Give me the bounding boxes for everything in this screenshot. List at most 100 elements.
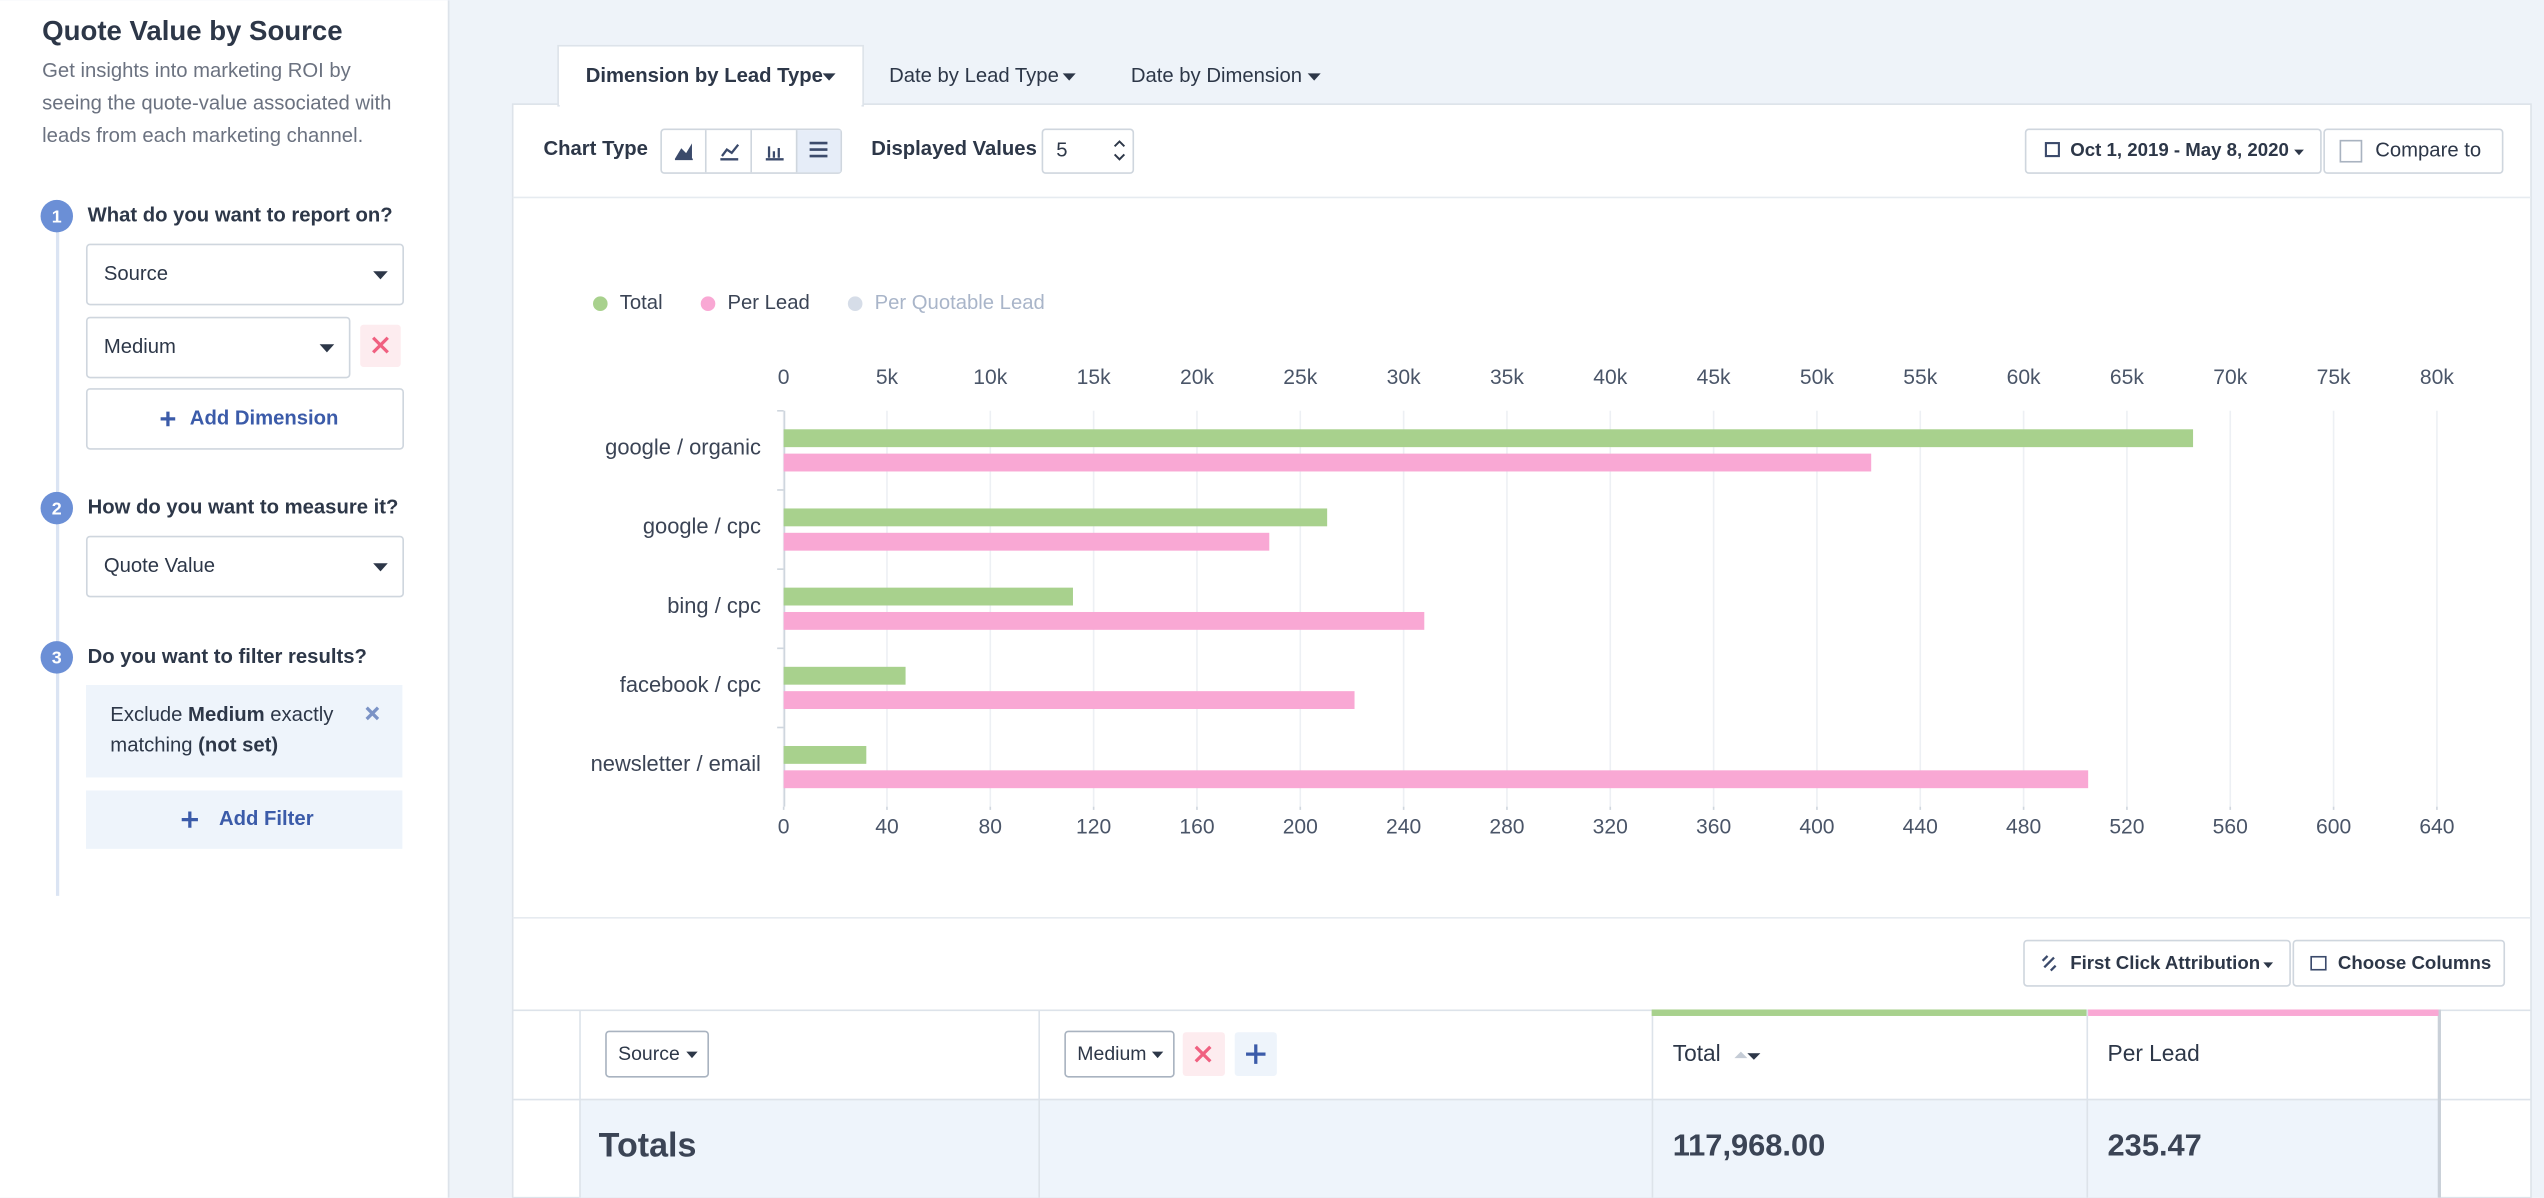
- attribution-button[interactable]: First Click Attribution: [2023, 939, 2291, 987]
- step-label: Do you want to filter results?: [88, 646, 367, 668]
- remove-filter[interactable]: [365, 706, 380, 721]
- step-label: What do you want to report on?: [88, 204, 393, 226]
- sort-icon: [1747, 1053, 1761, 1060]
- x2-tick-label: 640: [2419, 815, 2454, 838]
- step-number: 1: [52, 206, 62, 226]
- bar: [783, 770, 2089, 789]
- totals-label: Totals: [599, 1126, 697, 1164]
- dimension-select[interactable]: Source: [85, 243, 404, 306]
- add-dimension[interactable]: Add Dimension: [85, 388, 404, 450]
- tab-label: Date by Lead Type: [889, 65, 1059, 87]
- x-tick-label: 70k: [2213, 366, 2247, 389]
- date-range[interactable]: Oct 1, 2019 - May 8, 2020: [2024, 128, 2322, 174]
- x2-tick-label: 560: [2213, 815, 2248, 838]
- x2-tick-label: 440: [1903, 815, 1938, 838]
- legend-dot: [700, 296, 716, 312]
- select-value: Medium: [1077, 1043, 1146, 1065]
- x2-tick-label: 0: [778, 815, 790, 838]
- x-tick-label: 20k: [1180, 366, 1214, 389]
- select-value: Quote Value: [104, 555, 215, 577]
- bar: [783, 429, 2194, 448]
- x-tick-label: 30k: [1387, 366, 1421, 389]
- sidebar-title: Quote Value by Source: [42, 15, 342, 46]
- add-filter[interactable]: Add Filter: [85, 790, 403, 849]
- x2-tick-label: 320: [1593, 815, 1628, 838]
- bar: [783, 532, 1270, 551]
- toolbar-label: Chart Type: [544, 138, 648, 160]
- x-tick-label: 0: [778, 366, 790, 389]
- chart-type-buttons[interactable]: [660, 128, 843, 174]
- date-label: Oct 1, 2019 - May 8, 2020: [2070, 139, 2289, 160]
- x-tick-label: 40k: [1593, 366, 1627, 389]
- column-lines: [579, 1009, 2441, 1198]
- totals-value: 235.47: [2108, 1128, 2202, 1163]
- description: seeing the quote-value associated with: [42, 93, 391, 115]
- x2-tick-label: 200: [1283, 815, 1318, 838]
- add-column[interactable]: [1234, 1032, 1277, 1076]
- input-value: 5: [1056, 140, 1067, 162]
- x2-tick-label: 120: [1076, 815, 1111, 838]
- y-tick-label: bing / cpc: [667, 593, 761, 618]
- legend-label: Total: [620, 292, 663, 314]
- dimension-select[interactable]: Medium: [85, 316, 351, 379]
- filter-text: matching (not set): [110, 735, 278, 757]
- bar: [783, 508, 1328, 527]
- x2-tick-label: 400: [1799, 815, 1834, 838]
- x2-tick-label: 280: [1489, 815, 1524, 838]
- step-badge: [40, 641, 74, 674]
- columns-button[interactable]: Choose Columns: [2292, 939, 2506, 987]
- step-label: How do you want to measure it?: [88, 497, 399, 519]
- compare-to[interactable]: Compare to: [2323, 128, 2504, 174]
- select-value: Source: [104, 263, 168, 285]
- bar: [783, 745, 867, 764]
- x-tick-label: 75k: [2317, 366, 2351, 389]
- legend-dot: [593, 296, 608, 312]
- y-tick-label: google / cpc: [643, 514, 761, 539]
- x-tick-label: 5k: [876, 366, 899, 389]
- x2-tick-label: 160: [1179, 815, 1214, 838]
- x-tick-label: 35k: [1490, 366, 1524, 389]
- column-header[interactable]: Per Lead: [2108, 1040, 2200, 1066]
- tab[interactable]: Date by Lead Type: [889, 65, 1076, 87]
- filter-word: exactly: [270, 704, 334, 726]
- step-badge: [40, 491, 74, 525]
- x2-tick-label: 360: [1696, 815, 1731, 838]
- x2-tick-label: 520: [2109, 815, 2144, 838]
- legend-label: Per Lead: [727, 292, 809, 314]
- displayed-values-input[interactable]: 5: [1041, 128, 1135, 174]
- description: leads from each marketing channel.: [42, 125, 363, 147]
- table-select[interactable]: Medium: [1064, 1030, 1175, 1078]
- button-label: Add Filter: [219, 808, 314, 830]
- x2-tick-label: 240: [1386, 815, 1421, 838]
- panel: [511, 103, 2532, 1198]
- totals-row: [579, 1098, 2439, 1198]
- filter-word: (not set): [198, 735, 278, 757]
- bar: [783, 453, 1872, 472]
- table-select[interactable]: Source: [605, 1030, 710, 1078]
- sidebar: [0, 0, 448, 1198]
- remove-dimension[interactable]: [360, 324, 401, 367]
- measure-select[interactable]: Quote Value: [85, 535, 404, 598]
- x-tick-label: 45k: [1697, 366, 1731, 389]
- tab[interactable]: Dimension by Lead Type: [557, 44, 864, 108]
- compare-label: Compare to: [2375, 140, 2481, 162]
- filter-word: Exclude: [110, 704, 182, 726]
- button-label: Add Dimension: [190, 407, 339, 429]
- step-badge: [40, 199, 74, 233]
- column-color: [1651, 1009, 2087, 1016]
- x-tick-label: 60k: [2007, 366, 2041, 389]
- remove-column[interactable]: [1182, 1032, 1225, 1076]
- toolbar-label: Displayed Values: [871, 138, 1037, 160]
- x2-tick-label: 600: [2316, 815, 2351, 838]
- y-tick-label: facebook / cpc: [620, 672, 761, 697]
- step-number: 2: [52, 498, 62, 518]
- x-tick-label: 50k: [1800, 366, 1834, 389]
- tab[interactable]: Date by Dimension: [1131, 65, 1321, 87]
- filter-word: Medium: [188, 704, 265, 726]
- step: 1 What do you want to report on? 2 How d…: [40, 199, 399, 674]
- column-header[interactable]: Total: [1673, 1040, 1721, 1066]
- tab-label: Dimension by Lead Type: [586, 65, 823, 87]
- x2-tick-label: 80: [979, 815, 1002, 838]
- x-tick-label: 80k: [2420, 366, 2454, 389]
